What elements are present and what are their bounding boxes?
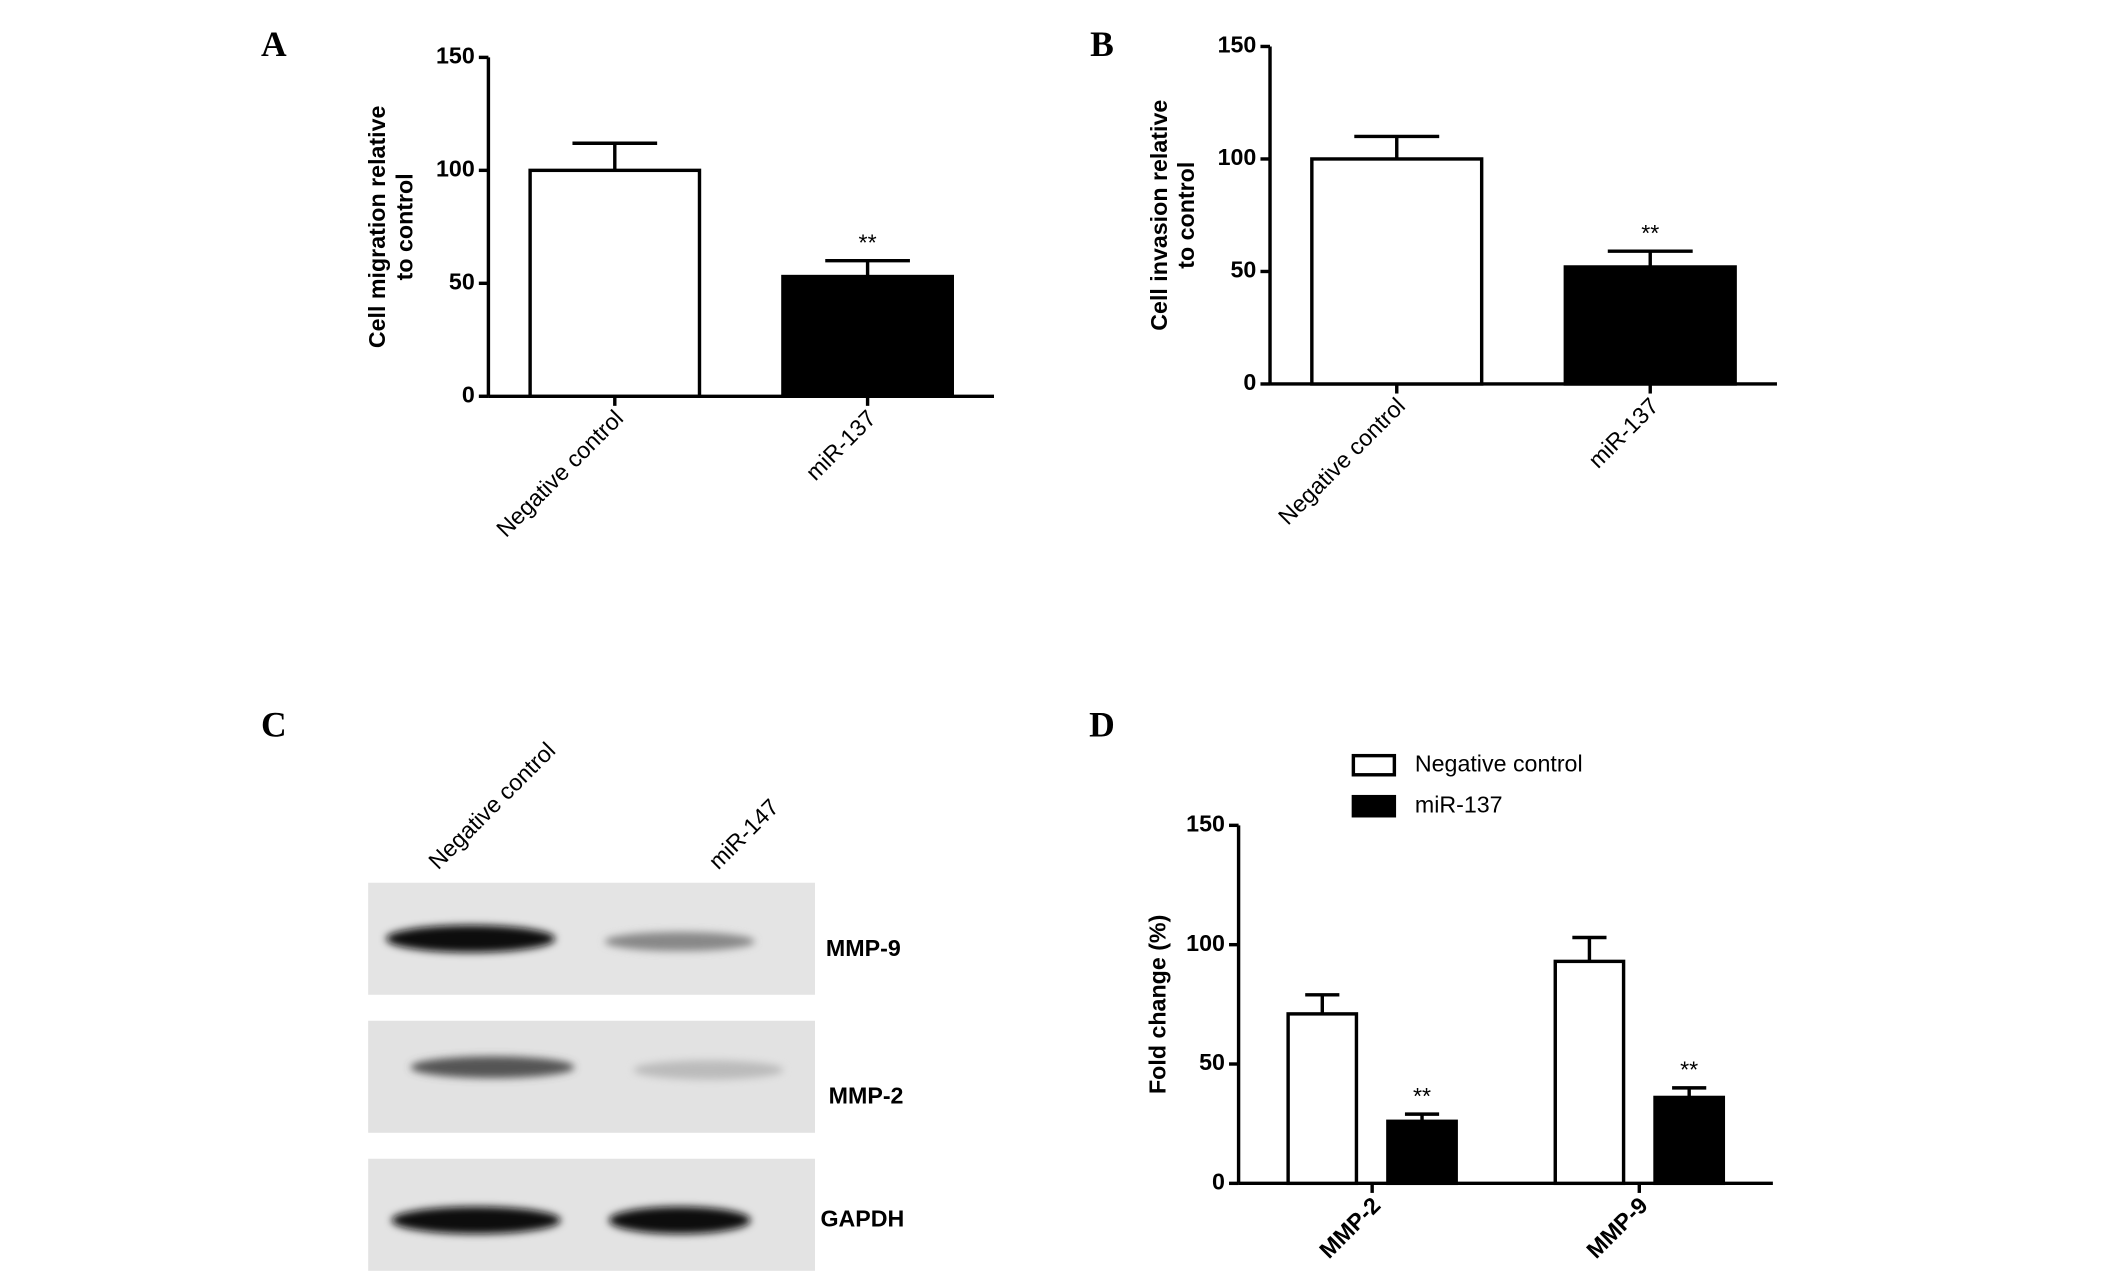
x-tick-label: miR-137 [1583,393,1663,473]
bar [781,274,954,398]
y-tick-label: 150 [436,43,475,69]
bar [1653,1095,1726,1186]
panel-label: D [1089,704,1115,744]
band [385,925,556,953]
bar [1310,157,1484,386]
y-tick-label: 0 [462,381,475,407]
y-tick-label: 150 [1186,810,1225,836]
band [391,1206,561,1234]
lane-label: Negative control [423,737,560,874]
panel-label: A [261,24,287,64]
bar [1286,1012,1359,1186]
band [608,1206,751,1234]
significance: ** [859,229,877,255]
panel-label: C [261,704,287,744]
y-tick-label: 0 [1212,1168,1225,1194]
y-tick-label: 50 [449,268,475,294]
band [633,1060,784,1080]
y-tick-label: 50 [1231,257,1257,283]
bar [1386,1119,1458,1186]
x-tick-label: MMP-9 [1581,1192,1652,1263]
y-tick-label: 100 [436,155,475,181]
panel-label: B [1090,24,1114,64]
x-tick-label: Negative control [491,405,628,542]
band [604,931,755,952]
y-axis-label: to control [392,173,418,280]
band [410,1056,575,1079]
bar [1563,265,1737,386]
y-tick-label: 0 [1243,369,1256,395]
significance: ** [1680,1057,1698,1083]
y-tick-label: 50 [1199,1049,1225,1075]
blot-panel [368,882,815,1271]
y-axis-label: Fold change (%) [1144,915,1170,1094]
y-tick-label: 100 [1218,144,1257,170]
band-label: GAPDH [820,1205,904,1231]
y-axis-label: Cell migration relative [364,105,390,348]
band-label: MMP-2 [829,1082,904,1108]
legend-swatch [1351,753,1397,777]
y-tick-label: 100 [1186,930,1225,956]
x-tick-label: MMP-2 [1314,1192,1385,1263]
legend-label: miR-137 [1415,791,1503,817]
y-tick-label: 150 [1218,32,1257,58]
x-tick-label: Negative control [1273,393,1410,530]
significance: ** [1641,220,1659,246]
y-axis-label: Cell invasion relative [1146,100,1172,331]
legend-swatch [1351,794,1397,818]
significance: ** [1413,1083,1431,1109]
band-label: MMP-9 [826,935,901,961]
lane-label: miR-147 [703,794,783,874]
x-tick-label: miR-137 [801,405,881,485]
bar [1553,959,1626,1186]
y-axis-label: to control [1173,162,1199,269]
legend-label: Negative control [1415,750,1583,776]
bar [528,168,702,398]
